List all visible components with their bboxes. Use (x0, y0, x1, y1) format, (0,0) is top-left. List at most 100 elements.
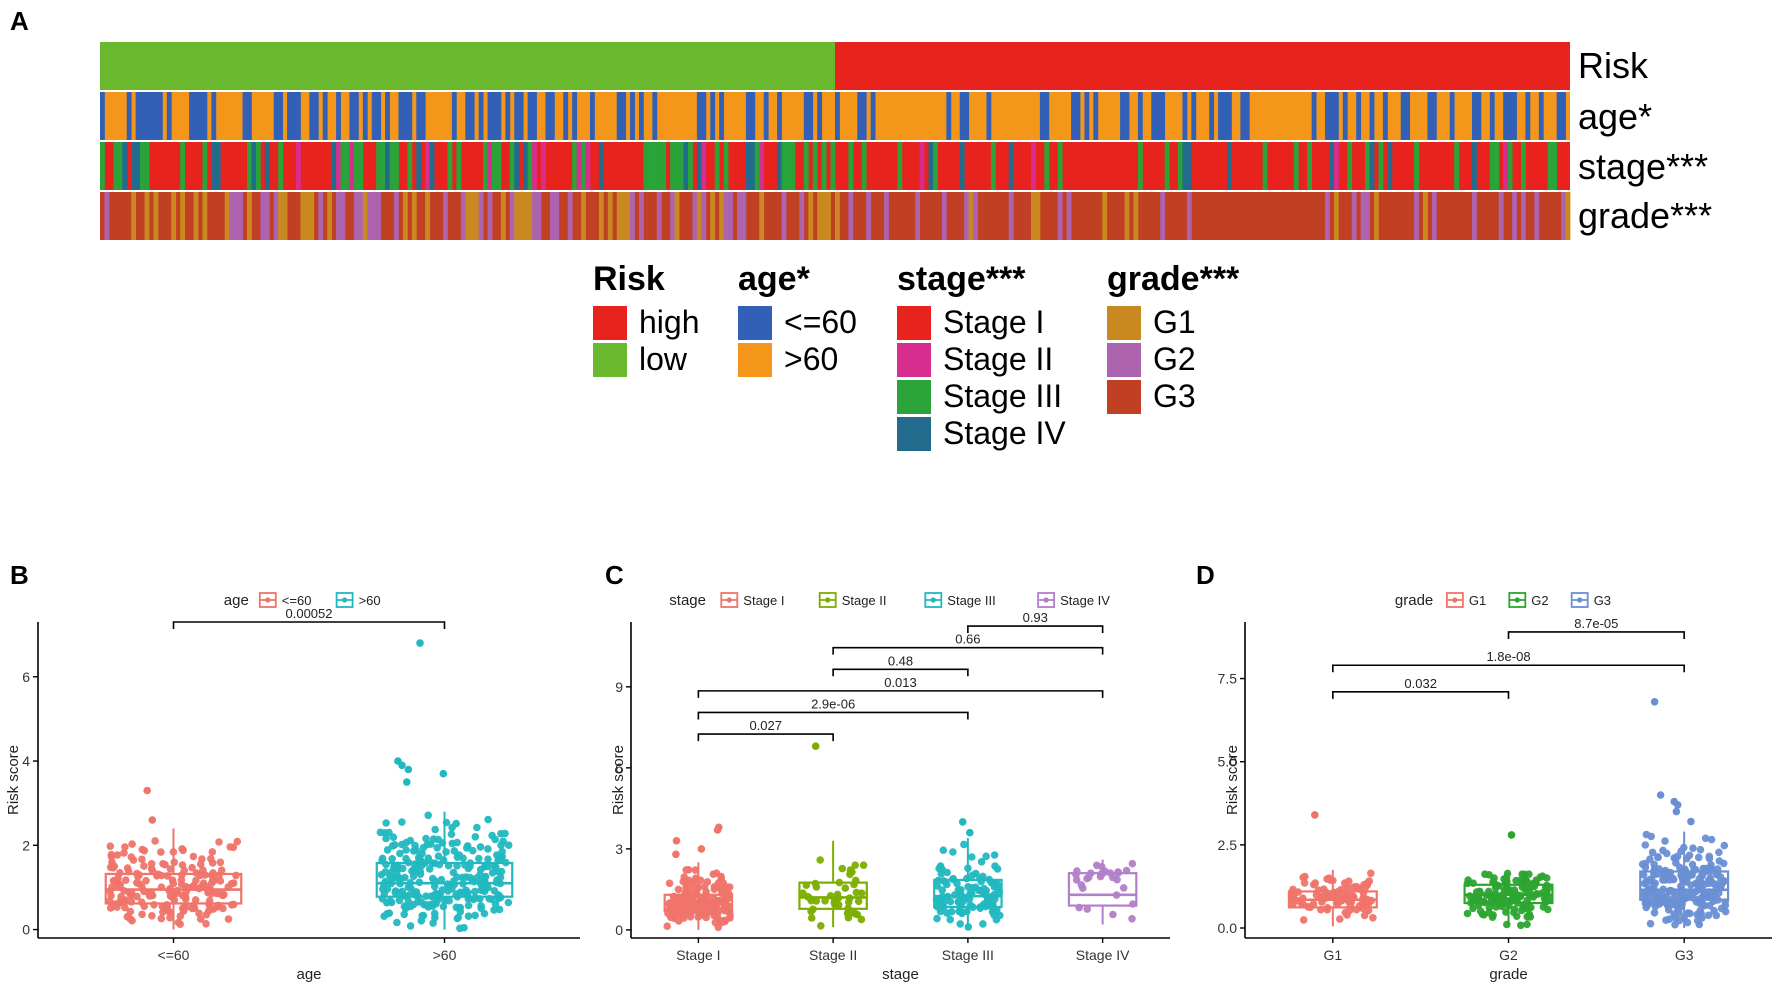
data-point (145, 890, 153, 898)
box-G3 (1638, 698, 1730, 929)
data-point (990, 890, 999, 899)
data-point (165, 887, 173, 895)
heatmap-age-cell (349, 92, 355, 140)
heatmap-age-cell (313, 92, 319, 140)
data-point (170, 858, 179, 866)
y-axis-title: Risk score (5, 745, 22, 815)
heatmap-stage-cell (848, 142, 854, 190)
heatmap-age-cell (1137, 92, 1143, 140)
data-point (1087, 869, 1095, 877)
data-point (1661, 837, 1669, 845)
data-point (963, 874, 971, 883)
heatmap-grade-cell (759, 192, 765, 240)
data-point (1363, 895, 1371, 904)
heatmap-age-cell (1209, 92, 1215, 140)
data-point (1476, 907, 1485, 916)
heatmap-age-cell (353, 92, 359, 140)
legend-item: G3 (1107, 378, 1239, 415)
data-point (166, 865, 175, 873)
data-point (988, 902, 997, 910)
data-point (383, 846, 392, 854)
heatmap-age-cell (247, 92, 252, 140)
data-point (208, 876, 217, 885)
data-point (989, 907, 997, 916)
data-point (414, 892, 423, 901)
data-point (1349, 892, 1357, 900)
p-value-label: 0.00052 (286, 606, 333, 621)
heatmap-age-cell (166, 92, 172, 140)
data-point (1522, 902, 1530, 910)
data-point (438, 839, 447, 847)
heatmap-grade-cell (630, 192, 635, 240)
data-point (718, 918, 726, 927)
data-point (1083, 905, 1091, 913)
outlier-point (1656, 791, 1665, 799)
p-value-label: 0.013 (884, 675, 917, 690)
data-point (401, 892, 409, 900)
heatmap-stage-cell (202, 142, 208, 190)
heatmap-age-cell (362, 92, 368, 140)
heatmap-age-cell (1075, 92, 1081, 140)
data-point (949, 874, 957, 883)
data-point (490, 906, 498, 914)
data-point (1526, 891, 1534, 900)
data-point (1359, 889, 1368, 898)
heatmap-stage-cell (830, 142, 836, 190)
data-point (195, 884, 203, 893)
data-point (1536, 873, 1544, 881)
data-point (437, 875, 446, 884)
data-point (1641, 841, 1650, 849)
heatmap-age-cell (527, 92, 533, 140)
heatmap-stage-cell (572, 142, 578, 190)
data-point (434, 852, 443, 860)
heatmap-grade-cell (1160, 192, 1166, 240)
data-point (415, 854, 423, 863)
heatmap-stage-cell (1044, 142, 1050, 190)
heatmap-age-cell (835, 92, 840, 140)
heatmap-stage-cell (492, 142, 497, 190)
heatmap-stage-cell (1347, 142, 1353, 190)
data-point (418, 912, 427, 920)
data-point (406, 922, 415, 930)
data-point (163, 872, 172, 880)
outlier-point (1670, 797, 1678, 806)
y-tick-label: 0.0 (1218, 920, 1238, 936)
data-point (232, 871, 240, 880)
data-point (857, 915, 866, 924)
legend-swatch (1107, 342, 1141, 377)
data-point (946, 897, 955, 906)
data-point (1363, 879, 1372, 887)
legend-key-dot (1577, 597, 1583, 603)
heatmap-age-cell (549, 92, 555, 140)
data-point (1659, 846, 1667, 855)
data-point (463, 844, 471, 852)
data-point (1128, 859, 1137, 868)
data-point (382, 860, 390, 869)
heatmap-grade-cell (567, 192, 573, 240)
data-point (128, 840, 136, 848)
data-point (1684, 909, 1692, 917)
legend-key-dot (265, 597, 271, 603)
heatmap-age-cell (1124, 92, 1130, 140)
bracket-line (1507, 631, 1685, 639)
data-point (982, 891, 990, 899)
outlier-point (697, 845, 706, 853)
data-point (703, 878, 712, 886)
heatmap-grade-cell (1565, 192, 1571, 240)
heatmap-grade-cell (527, 192, 533, 240)
data-point (208, 871, 217, 880)
heatmap-grade-cell (153, 192, 159, 240)
heatmap-age-cell (202, 92, 208, 140)
data-point (701, 902, 710, 911)
data-point (687, 901, 695, 910)
heatmap-grade-cell (581, 192, 586, 240)
legend-label: Stage II (842, 593, 887, 608)
heatmap-grade-cell (799, 192, 805, 240)
data-point (1345, 877, 1353, 885)
data-point (1713, 865, 1722, 873)
heatmap-stage-cell (353, 142, 359, 190)
data-point (1698, 872, 1706, 880)
heatmap-grade-cell (1066, 192, 1072, 240)
heatmap-stage-cell (336, 142, 341, 190)
data-point (960, 840, 968, 849)
